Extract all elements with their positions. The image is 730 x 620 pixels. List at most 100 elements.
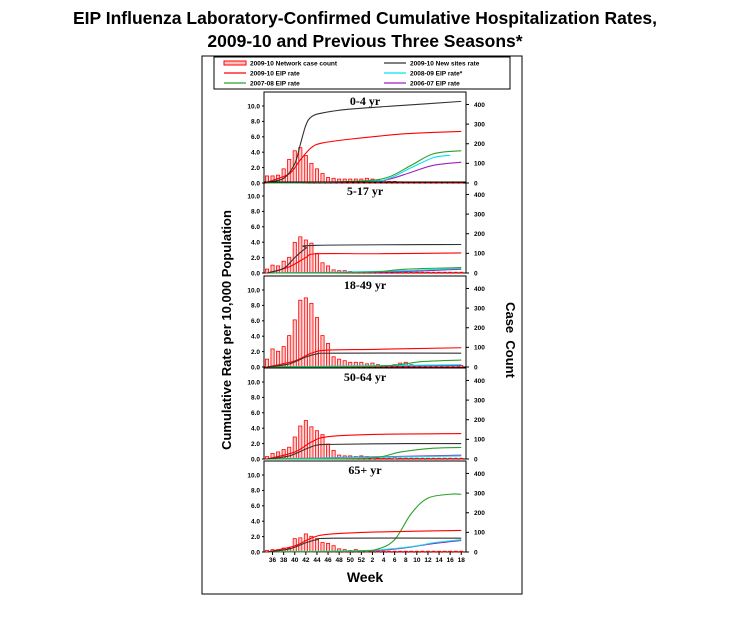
x-tick-label: 46 <box>324 557 332 564</box>
case-count-bar <box>425 550 430 553</box>
x-tick-label: 12 <box>424 557 432 564</box>
y-axis-left-label: Cumulative Rate per 10,000 Population <box>219 210 234 450</box>
left-tick-label: 8.0 <box>251 303 260 310</box>
case-count-bar <box>459 271 464 274</box>
panel-0: 0-4 yr 0.0 2.0 4.0 6.0 8.0 10.0 0 100 200 300 400 <box>247 91 485 187</box>
right-tick-label: 400 <box>474 471 485 478</box>
case-count-bar <box>425 271 430 274</box>
case-count-bar <box>381 457 386 460</box>
series-line-eip_2009 <box>266 433 462 460</box>
case-count-bar <box>314 317 319 368</box>
case-count-bar <box>320 262 325 274</box>
legend-label-bars: 2009-10 Network case count <box>250 61 338 68</box>
left-tick-label: 2.0 <box>251 255 260 262</box>
case-count-bar <box>459 550 464 553</box>
right-tick-label: 100 <box>474 530 485 537</box>
series-line-eip_2009 <box>266 130 462 183</box>
case-count-bar <box>309 242 314 274</box>
figure-border <box>201 55 523 595</box>
case-count-bar <box>326 542 331 553</box>
panel-1: 5-17 yr 0.0 2.0 4.0 6.0 8.0 10.0 0 100 200 300 400 <box>247 181 485 277</box>
case-count-bar <box>459 365 464 368</box>
right-tick-label: 400 <box>474 286 485 293</box>
left-tick-label: 2.0 <box>251 534 260 541</box>
series-line-eip_2007 <box>266 359 462 368</box>
case-count-bar <box>320 173 325 184</box>
left-tick-label: 6.0 <box>251 134 260 141</box>
case-count-bar <box>370 362 375 368</box>
legend-label-eip_2008: 2008-09 EIP rate* <box>410 71 463 78</box>
legend-label-eip_2009: 2009-10 EIP rate <box>250 71 300 78</box>
x-tick-label: 48 <box>336 557 344 564</box>
x-tick-label: 44 <box>313 557 321 564</box>
case-count-bar <box>375 457 380 460</box>
series-line-eip_2007 <box>266 493 462 553</box>
left-tick-label: 10.0 <box>247 287 260 294</box>
right-tick-label: 200 <box>474 510 485 517</box>
case-count-bar <box>448 457 453 460</box>
x-tick-label: 14 <box>435 557 443 564</box>
case-count-bar <box>342 178 347 184</box>
case-count-bar <box>398 550 403 553</box>
series-line-eip_2009 <box>266 347 462 368</box>
y-axis-right-label: Case Count <box>503 302 518 379</box>
series-line-new_sites <box>266 537 462 553</box>
case-count-bar <box>414 457 419 460</box>
x-tick-label: 16 <box>447 557 455 564</box>
right-tick-label: 0 <box>474 270 478 277</box>
left-tick-label: 2.0 <box>251 441 260 448</box>
case-count-bar <box>320 542 325 553</box>
series-line-eip_2009 <box>266 252 462 274</box>
right-tick-label: 300 <box>474 121 485 128</box>
case-count-bar <box>309 162 314 184</box>
case-count-bar <box>303 420 308 460</box>
case-count-bar <box>375 550 380 553</box>
case-count-bar <box>431 457 436 460</box>
series-line-new_sites <box>266 100 462 183</box>
right-tick-label: 400 <box>474 102 485 109</box>
panel-title: 65+ yr <box>348 463 382 477</box>
right-tick-label: 300 <box>474 211 485 218</box>
case-count-bar <box>431 271 436 274</box>
series-line-new_sites <box>266 352 462 368</box>
case-count-bar <box>448 271 453 274</box>
left-tick-label: 8.0 <box>251 488 260 495</box>
case-count-bar <box>420 550 425 553</box>
case-count-bar <box>392 550 397 553</box>
panel-title: 5-17 yr <box>347 184 384 198</box>
case-count-bar <box>437 550 442 553</box>
right-tick-label: 100 <box>474 437 485 444</box>
case-count-bar <box>437 457 442 460</box>
case-count-bar <box>326 343 331 368</box>
case-count-bar <box>398 457 403 460</box>
case-count-bar <box>387 457 392 460</box>
right-tick-label: 300 <box>474 397 485 404</box>
left-tick-label: 0.0 <box>251 456 260 463</box>
case-count-bar <box>459 457 464 460</box>
case-count-bar <box>409 457 414 460</box>
left-tick-label: 8.0 <box>251 119 260 126</box>
case-count-bar <box>453 550 458 553</box>
right-tick-label: 0 <box>474 549 478 556</box>
left-tick-label: 2.0 <box>251 165 260 172</box>
case-count-bar <box>453 457 458 460</box>
right-tick-label: 200 <box>474 325 485 332</box>
case-count-bar <box>453 271 458 274</box>
panel-title: 18-49 yr <box>344 278 387 292</box>
case-count-bar <box>298 425 303 460</box>
left-tick-label: 0.0 <box>251 364 260 371</box>
case-count-bar <box>398 271 403 274</box>
case-count-bar <box>298 147 303 184</box>
left-tick-label: 10.0 <box>247 379 260 386</box>
right-tick-label: 300 <box>474 305 485 312</box>
x-tick-label: 38 <box>280 557 288 564</box>
left-tick-label: 10.0 <box>247 103 260 110</box>
case-count-bar <box>403 271 408 274</box>
case-count-bar <box>442 457 447 460</box>
case-count-bar <box>326 443 331 460</box>
x-tick-label: 10 <box>413 557 421 564</box>
series-line-new_sites <box>266 243 462 274</box>
legend-label-eip_2006: 2006-07 EIP rate <box>410 81 460 88</box>
case-count-bar <box>403 457 408 460</box>
